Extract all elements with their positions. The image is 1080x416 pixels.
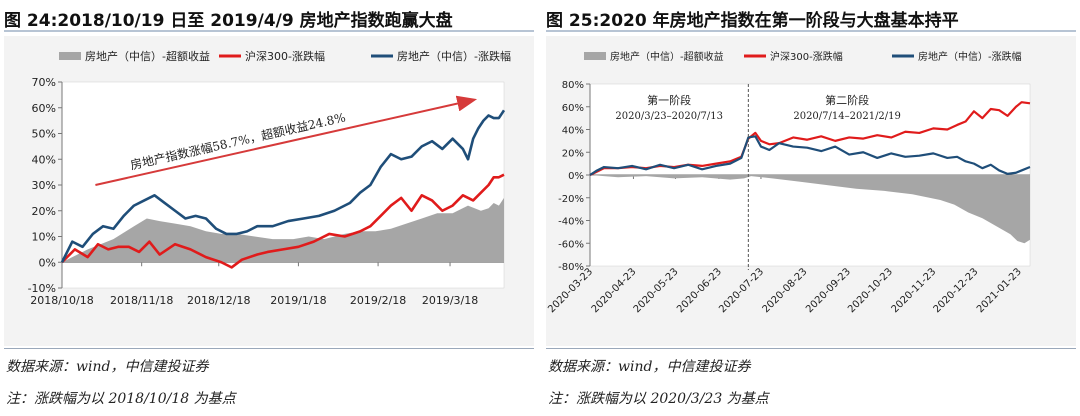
x-tick-label: 2020-10-23 — [846, 266, 895, 315]
legend-entry: 沪深300-涨跌幅 — [770, 50, 843, 63]
legend-swatch — [59, 52, 81, 60]
y-tick-label: -10% — [28, 282, 56, 295]
x-tick-label: 2019/3/18 — [422, 294, 478, 307]
x-tick-label: 2020-12-23 — [932, 266, 981, 315]
y-tick-label: 60% — [32, 102, 56, 115]
legend-entry: 房地产（中信）-涨跌幅 — [397, 49, 511, 63]
y-tick-label: 10% — [32, 231, 56, 244]
x-tick-label: 2020-03-23 — [546, 266, 595, 315]
y-tick-label: 80% — [562, 80, 584, 91]
chart-note: 注：涨跌幅为以 2018/10/18 为基点 — [6, 391, 236, 407]
chart-area: -10% 0% 10% 20% 30% 40% 50% 60% 70% 2018/10/18 201… — [4, 36, 534, 346]
y-tick-label: 70% — [32, 76, 56, 89]
legend-entry: 沪深300-涨跌幅 — [245, 49, 325, 63]
chart-title: 图 25:2020 年房地产指数在第一阶段与大盘基本持平 — [546, 11, 959, 31]
y-tick-label: -40% — [558, 217, 584, 228]
data-source: 数据来源：wind，中信建投证券 — [548, 359, 751, 375]
chart-svg: -10% 0% 10% 20% 30% 40% 50% 60% 70% 2018/10/18 201… — [28, 49, 511, 307]
legend-entry: 房地产（中信）-超额收益 — [85, 49, 210, 63]
data-source: 数据来源：wind，中信建投证券 — [6, 359, 209, 375]
phase-range: 2020/7/14–2021/2/19 — [793, 111, 901, 122]
footer-divider — [546, 348, 1076, 349]
legend-swatch — [584, 52, 606, 60]
y-tick-label: 30% — [32, 179, 56, 192]
x-tick-label: 2018/10/18 — [30, 294, 93, 307]
series-line-real-estate — [60, 109, 506, 263]
chart-panel-left: 图 24:2018/10/19 日至 2019/4/9 房地产指数跑赢大盘 -1… — [4, 0, 534, 416]
series-line-real-estate — [589, 135, 1031, 176]
x-tick-label: 2021-01-23 — [975, 266, 1024, 315]
y-tick-label: 40% — [562, 126, 584, 137]
y-tick-label: 50% — [32, 128, 56, 141]
footer-divider — [4, 348, 534, 349]
y-tick-label: 20% — [562, 148, 584, 159]
trend-arrow — [95, 95, 478, 186]
x-tick-label: 2018/11/18 — [110, 294, 173, 307]
chart-area: -80% -60% -40% -20% 0% 20% 40% 60% 80% 2020-03-23… — [546, 36, 1076, 346]
legend-entry: 房地产（中信）-超额收益 — [610, 50, 724, 63]
phase-name: 第一阶段 — [647, 93, 691, 107]
chart-title: 图 24:2018/10/19 日至 2019/4/9 房地产指数跑赢大盘 — [4, 11, 453, 31]
title-divider — [546, 30, 1076, 32]
x-tick-label: 2020-07-23 — [717, 266, 766, 315]
x-tick-label: 2019/1/18 — [270, 294, 326, 307]
series-area-excess-return — [590, 175, 1030, 244]
title-divider — [4, 30, 534, 32]
y-tick-label: -80% — [558, 262, 584, 273]
phase-range: 2020/3/23–2020/7/13 — [615, 111, 723, 122]
legend-entry: 房地产（中信）-涨跌幅 — [918, 50, 1022, 63]
x-tick-label: 2018/12/18 — [187, 294, 250, 307]
y-tick-label: 60% — [562, 103, 584, 114]
y-tick-label: 40% — [32, 153, 56, 166]
y-tick-label: 20% — [32, 205, 56, 218]
chart-svg: -80% -60% -40% -20% 0% 20% 40% 60% 80% 2020-03-23… — [546, 50, 1031, 315]
y-tick-label: -60% — [558, 239, 584, 250]
y-tick-label: 0% — [39, 256, 56, 269]
y-tick-label: -20% — [558, 194, 584, 205]
x-tick-label: 2020-08-23 — [761, 266, 810, 315]
x-tick-label: 2020-05-23 — [632, 266, 681, 315]
phase-name: 第二阶段 — [825, 93, 869, 107]
x-tick-label: 2019/2/18 — [350, 294, 406, 307]
y-tick-label: 0% — [568, 171, 584, 182]
series-line-hs300 — [61, 173, 505, 269]
chart-note: 注：涨跌幅为以 2020/3/23 为基点 — [548, 391, 769, 407]
chart-panel-right: 图 25:2020 年房地产指数在第一阶段与大盘基本持平 -80% -60% -40… — [546, 0, 1076, 416]
